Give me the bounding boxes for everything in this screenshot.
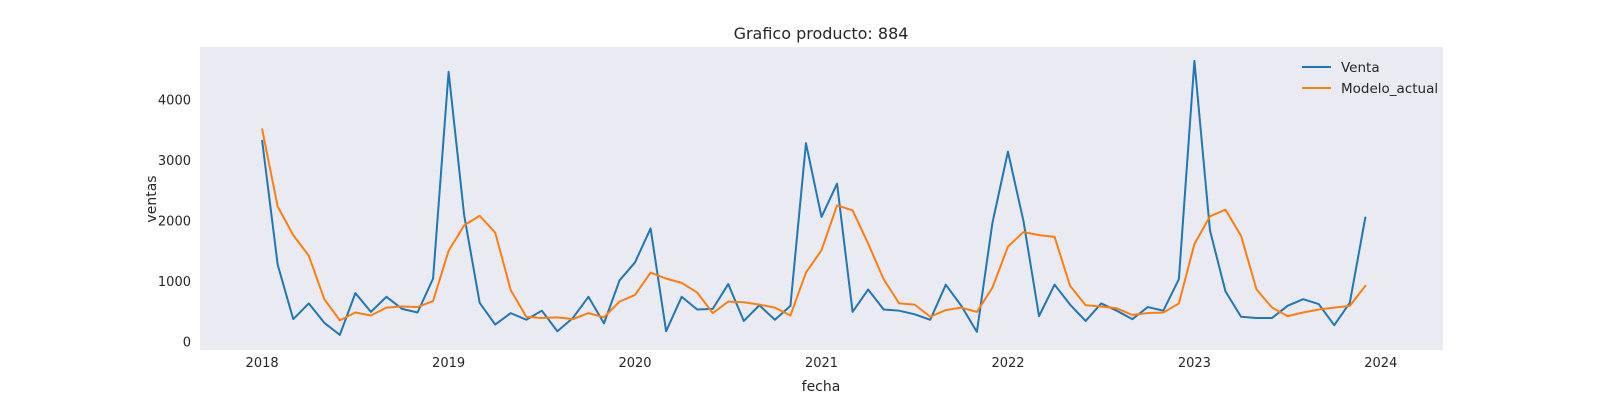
- chart-title: Grafico producto: 884: [734, 24, 909, 43]
- y-axis-label: ventas: [144, 175, 160, 222]
- y-tick-label: 4000: [158, 94, 191, 109]
- x-tick-label: 2024: [1364, 356, 1397, 371]
- x-tick-label: 2020: [618, 356, 651, 371]
- x-tick-label: 2021: [805, 356, 838, 371]
- x-tick-label: 2022: [991, 356, 1024, 371]
- x-tick-label: 2018: [246, 356, 279, 371]
- series-lines: [261, 59, 1367, 336]
- series-line-venta: [261, 59, 1367, 336]
- x-axis-label: fecha: [802, 379, 841, 395]
- legend-label-venta: Venta: [1341, 60, 1380, 76]
- y-tick-label: 0: [183, 336, 191, 351]
- x-axis-ticks: 2018 2019 2020 2021 2022 2023 2024: [246, 356, 1398, 371]
- legend: Venta Modelo_actual: [1302, 60, 1438, 97]
- y-tick-label: 3000: [158, 154, 191, 169]
- y-tick-label: 1000: [158, 275, 191, 290]
- x-tick-label: 2019: [432, 356, 465, 371]
- plot-area: [200, 47, 1443, 350]
- y-axis-ticks: 0 1000 2000 3000 4000: [158, 94, 191, 351]
- legend-label-modelo-actual: Modelo_actual: [1341, 81, 1438, 97]
- series-line-modelo-actual: [261, 128, 1367, 322]
- y-tick-label: 2000: [158, 215, 191, 230]
- x-tick-label: 2023: [1178, 356, 1211, 371]
